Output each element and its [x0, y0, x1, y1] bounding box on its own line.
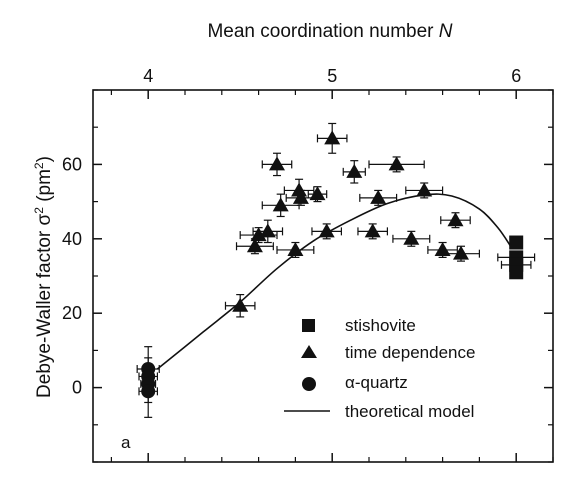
time-dependence-point [370, 189, 387, 204]
x-tick-label: 4 [143, 66, 153, 86]
time-dependence-point [318, 223, 335, 238]
time-dependence-point [269, 156, 285, 171]
time-dependence-point [364, 223, 381, 238]
time-dependence-point [291, 182, 308, 197]
time-dependence-point [453, 245, 469, 260]
legend-label-time-dependence: time dependence [345, 343, 475, 362]
time-dependence-point [388, 156, 405, 171]
legend-stishovite-square [302, 319, 315, 332]
time-dependence-point [403, 230, 420, 245]
y-axis-title: Debye-Waller factor σ2 (pm2) [32, 156, 55, 398]
time-dependence-point [346, 163, 363, 178]
time-dependence-point [287, 241, 304, 256]
x-tick-label: 6 [511, 66, 521, 86]
time-dependence-point [416, 182, 433, 197]
time-dependence-point [246, 238, 263, 253]
time-dependence-point [292, 189, 309, 204]
time-dependence-point [324, 130, 341, 145]
plot-frame [92, 89, 554, 463]
legend-label-theoretical-model: theoretical model [345, 402, 474, 421]
time-dependence-point [434, 241, 451, 256]
time-dependence-point [259, 223, 276, 238]
legend-time-dependence-triangle [301, 345, 317, 358]
time-dependence-point [309, 186, 326, 201]
time-dependence-point [250, 227, 267, 242]
time-dependence-point [272, 197, 289, 212]
y-tick-label: 20 [62, 303, 82, 323]
alpha-quartz-point [141, 384, 156, 399]
y-tick-label: 60 [62, 154, 82, 174]
y-tick-label: 40 [62, 229, 82, 249]
legend-label-alpha-quartz: α-quartz [345, 373, 408, 392]
legend-alpha-quartz-circle [302, 377, 316, 391]
panel-label: a [121, 433, 131, 452]
legend-label-stishovite: stishovite [345, 316, 416, 335]
legend: stishovite time dependence α-quartz theo… [284, 316, 475, 421]
stishovite-point [509, 235, 524, 250]
error-bars [136, 122, 536, 418]
stishovite-point [509, 265, 524, 280]
x-tick-label: 5 [327, 66, 337, 86]
data-markers [141, 130, 524, 399]
time-dependence-point [232, 297, 249, 312]
y-tick-label: 0 [72, 378, 82, 398]
time-dependence-point [447, 212, 464, 227]
x-axis-top-title: Mean coordination number N [207, 21, 452, 42]
